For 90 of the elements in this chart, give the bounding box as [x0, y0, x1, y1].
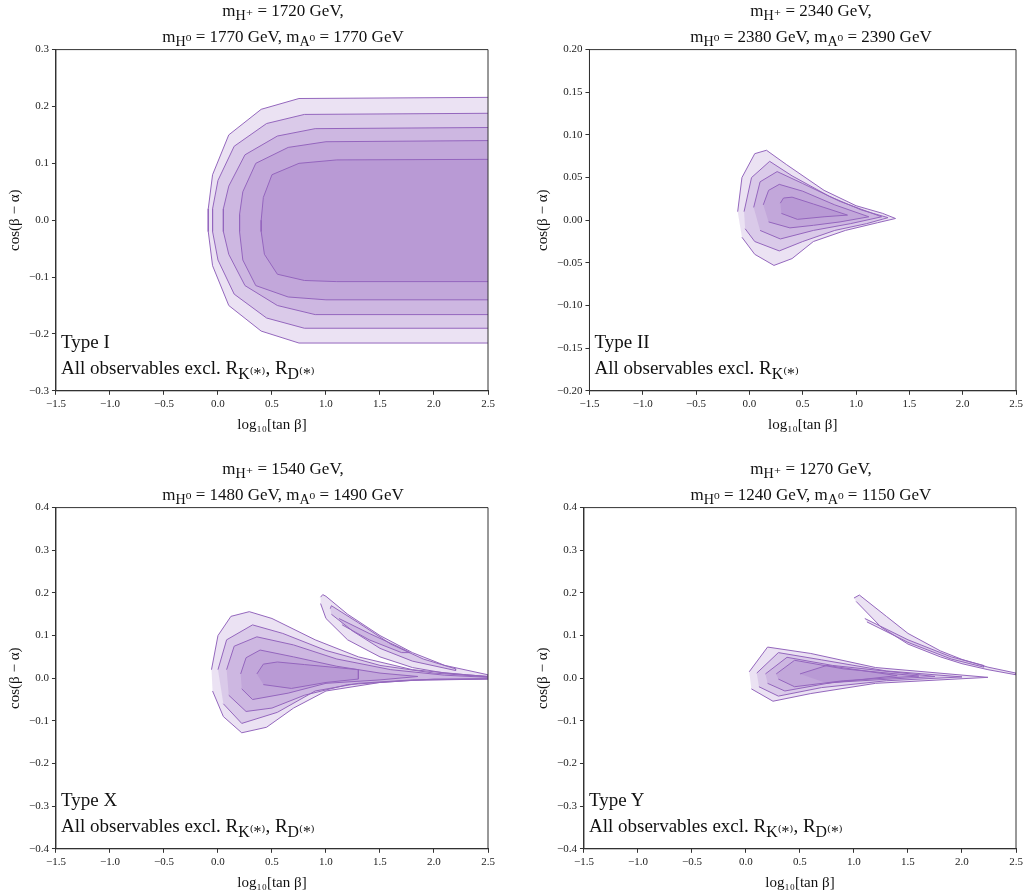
x-tick-label: −1.0 [99, 397, 121, 410]
y-tick-label: 0.1 [35, 628, 49, 641]
annotation: Type Y [588, 787, 646, 812]
x-tick-label: 2.0 [955, 397, 971, 410]
y-tick-label: −0.2 [28, 326, 49, 339]
x-tick-label: −1.5 [573, 855, 595, 868]
x-tick-label: 1.0 [319, 397, 334, 410]
y-tick-label: 0.0 [35, 213, 50, 226]
y-axis-title: cos(β − α) [533, 647, 551, 709]
x-tick-label: 1.5 [373, 855, 388, 868]
x-tick-label: 1.0 [847, 855, 862, 868]
x-tick-label: 2.0 [427, 397, 442, 410]
y-tick-label: 0.20 [563, 42, 583, 55]
x-tick-label: 2.0 [427, 855, 442, 868]
annotation: All observables excl. R$_{K⁽*⁾}$, R$_{D⁽*⁾}$ [588, 813, 843, 842]
y-tick-label: 0.10 [563, 127, 583, 140]
y-tick-label: −0.4 [28, 841, 50, 854]
x-tick-label: −1.5 [45, 855, 67, 868]
y-axis-title: cos(β − α) [5, 189, 23, 251]
y-tick-label: 0.2 [35, 99, 49, 112]
x-tick-label: 0.5 [265, 397, 280, 410]
annotation: Type II [594, 329, 651, 354]
x-tick-label: 1.5 [373, 397, 388, 410]
x-tick-label: 1.5 [901, 855, 916, 868]
x-tick-label: 2.5 [1009, 855, 1024, 868]
annotation: Type I [60, 329, 111, 354]
x-tick-label: −0.5 [153, 855, 175, 868]
x-tick-label: −0.5 [681, 855, 703, 868]
y-tick-label: −0.1 [28, 269, 49, 282]
chart-title: m$_{H⁺}$ = 1540 GeV, m$_{H⁰}$ = 1480 GeV, m$_{A⁰}$ = 1490 GeV [162, 459, 404, 508]
x-tick-label: 0.0 [211, 397, 226, 410]
x-tick-label: 0.5 [793, 855, 808, 868]
y-tick-label: −0.3 [28, 799, 50, 812]
y-tick-label: −0.20 [556, 383, 583, 396]
annotation: Type X [60, 787, 119, 812]
x-tick-label: −1.5 [579, 397, 600, 410]
y-tick-label: −0.2 [28, 756, 49, 769]
y-tick-label: 0.3 [563, 543, 578, 556]
y-tick-label: 0.1 [35, 156, 49, 169]
y-tick-label: 0.3 [35, 42, 50, 55]
y-tick-label: 0.3 [35, 543, 50, 556]
x-tick-label: 2.5 [481, 397, 496, 410]
y-tick-label: −0.05 [556, 255, 583, 268]
x-tick-label: 1.0 [319, 855, 334, 868]
x-tick-label: 2.0 [955, 855, 970, 868]
x-tick-label: −0.5 [686, 397, 707, 410]
chart-title: m$_{H⁺}$ = 2340 GeV, m$_{H⁰}$ = 2380 GeV, m$_{A⁰}$ = 2390 GeV [690, 1, 932, 50]
x-axis-title: log₁₀[tan β] [237, 415, 307, 432]
x-axis-title: log₁₀[tan β] [765, 873, 835, 890]
x-tick-label: −0.5 [153, 397, 175, 410]
y-tick-label: −0.10 [556, 298, 583, 311]
x-tick-label: 1.5 [902, 397, 917, 410]
y-tick-label: −0.3 [28, 383, 50, 396]
annotation: All observables excl. R$_{K⁽*⁾}$, R$_{D⁽*⁾}$ [60, 813, 315, 842]
y-tick-label: −0.1 [28, 713, 49, 726]
y-axis-title: cos(β − α) [5, 647, 23, 709]
y-tick-label: 0.2 [563, 585, 577, 598]
x-tick-label: 2.5 [481, 855, 496, 868]
chart-title: m$_{H⁺}$ = 1720 GeV, m$_{H⁰}$ = 1770 GeV, m$_{A⁰}$ = 1770 GeV [162, 1, 404, 50]
y-tick-label: 0.0 [35, 671, 50, 684]
y-tick-label: −0.3 [556, 799, 578, 812]
y-tick-label: 0.1 [563, 628, 577, 641]
y-tick-label: −0.15 [556, 341, 583, 354]
x-tick-label: 2.5 [1009, 397, 1024, 410]
x-tick-label: −1.0 [632, 397, 654, 410]
x-tick-label: −1.0 [627, 855, 649, 868]
y-tick-label: 0.05 [563, 170, 583, 183]
x-tick-label: 0.0 [739, 855, 754, 868]
y-tick-label: −0.4 [556, 841, 578, 854]
y-tick-label: 0.15 [563, 85, 583, 98]
annotation: All observables excl. R$_{K⁽*⁾}$ [594, 355, 799, 384]
annotation: All observables excl. R$_{K⁽*⁾}$, R$_{D⁽*⁾}$ [60, 355, 315, 384]
x-tick-label: 1.0 [849, 397, 864, 410]
y-tick-label: −0.1 [556, 713, 577, 726]
y-tick-label: 0.0 [563, 671, 578, 684]
y-axis-title: cos(β − α) [533, 189, 551, 251]
x-tick-label: 0.0 [742, 397, 757, 410]
y-tick-label: 0.2 [35, 585, 49, 598]
chart-title: m$_{H⁺}$ = 1270 GeV, m$_{H⁰}$ = 1240 GeV, m$_{A⁰}$ = 1150 GeV [690, 459, 932, 508]
x-tick-label: 0.5 [265, 855, 280, 868]
x-tick-label: −1.0 [99, 855, 121, 868]
x-tick-label: 0.5 [795, 397, 811, 410]
x-tick-label: −1.5 [45, 397, 67, 410]
y-tick-label: −0.2 [556, 756, 577, 769]
y-tick-label: 0.4 [35, 500, 50, 513]
y-tick-label: 0.00 [563, 213, 583, 226]
x-axis-title: log₁₀[tan β] [237, 873, 307, 890]
y-tick-label: 0.4 [563, 500, 578, 513]
x-axis-title: log₁₀[tan β] [768, 415, 838, 432]
x-tick-label: 0.0 [211, 855, 226, 868]
